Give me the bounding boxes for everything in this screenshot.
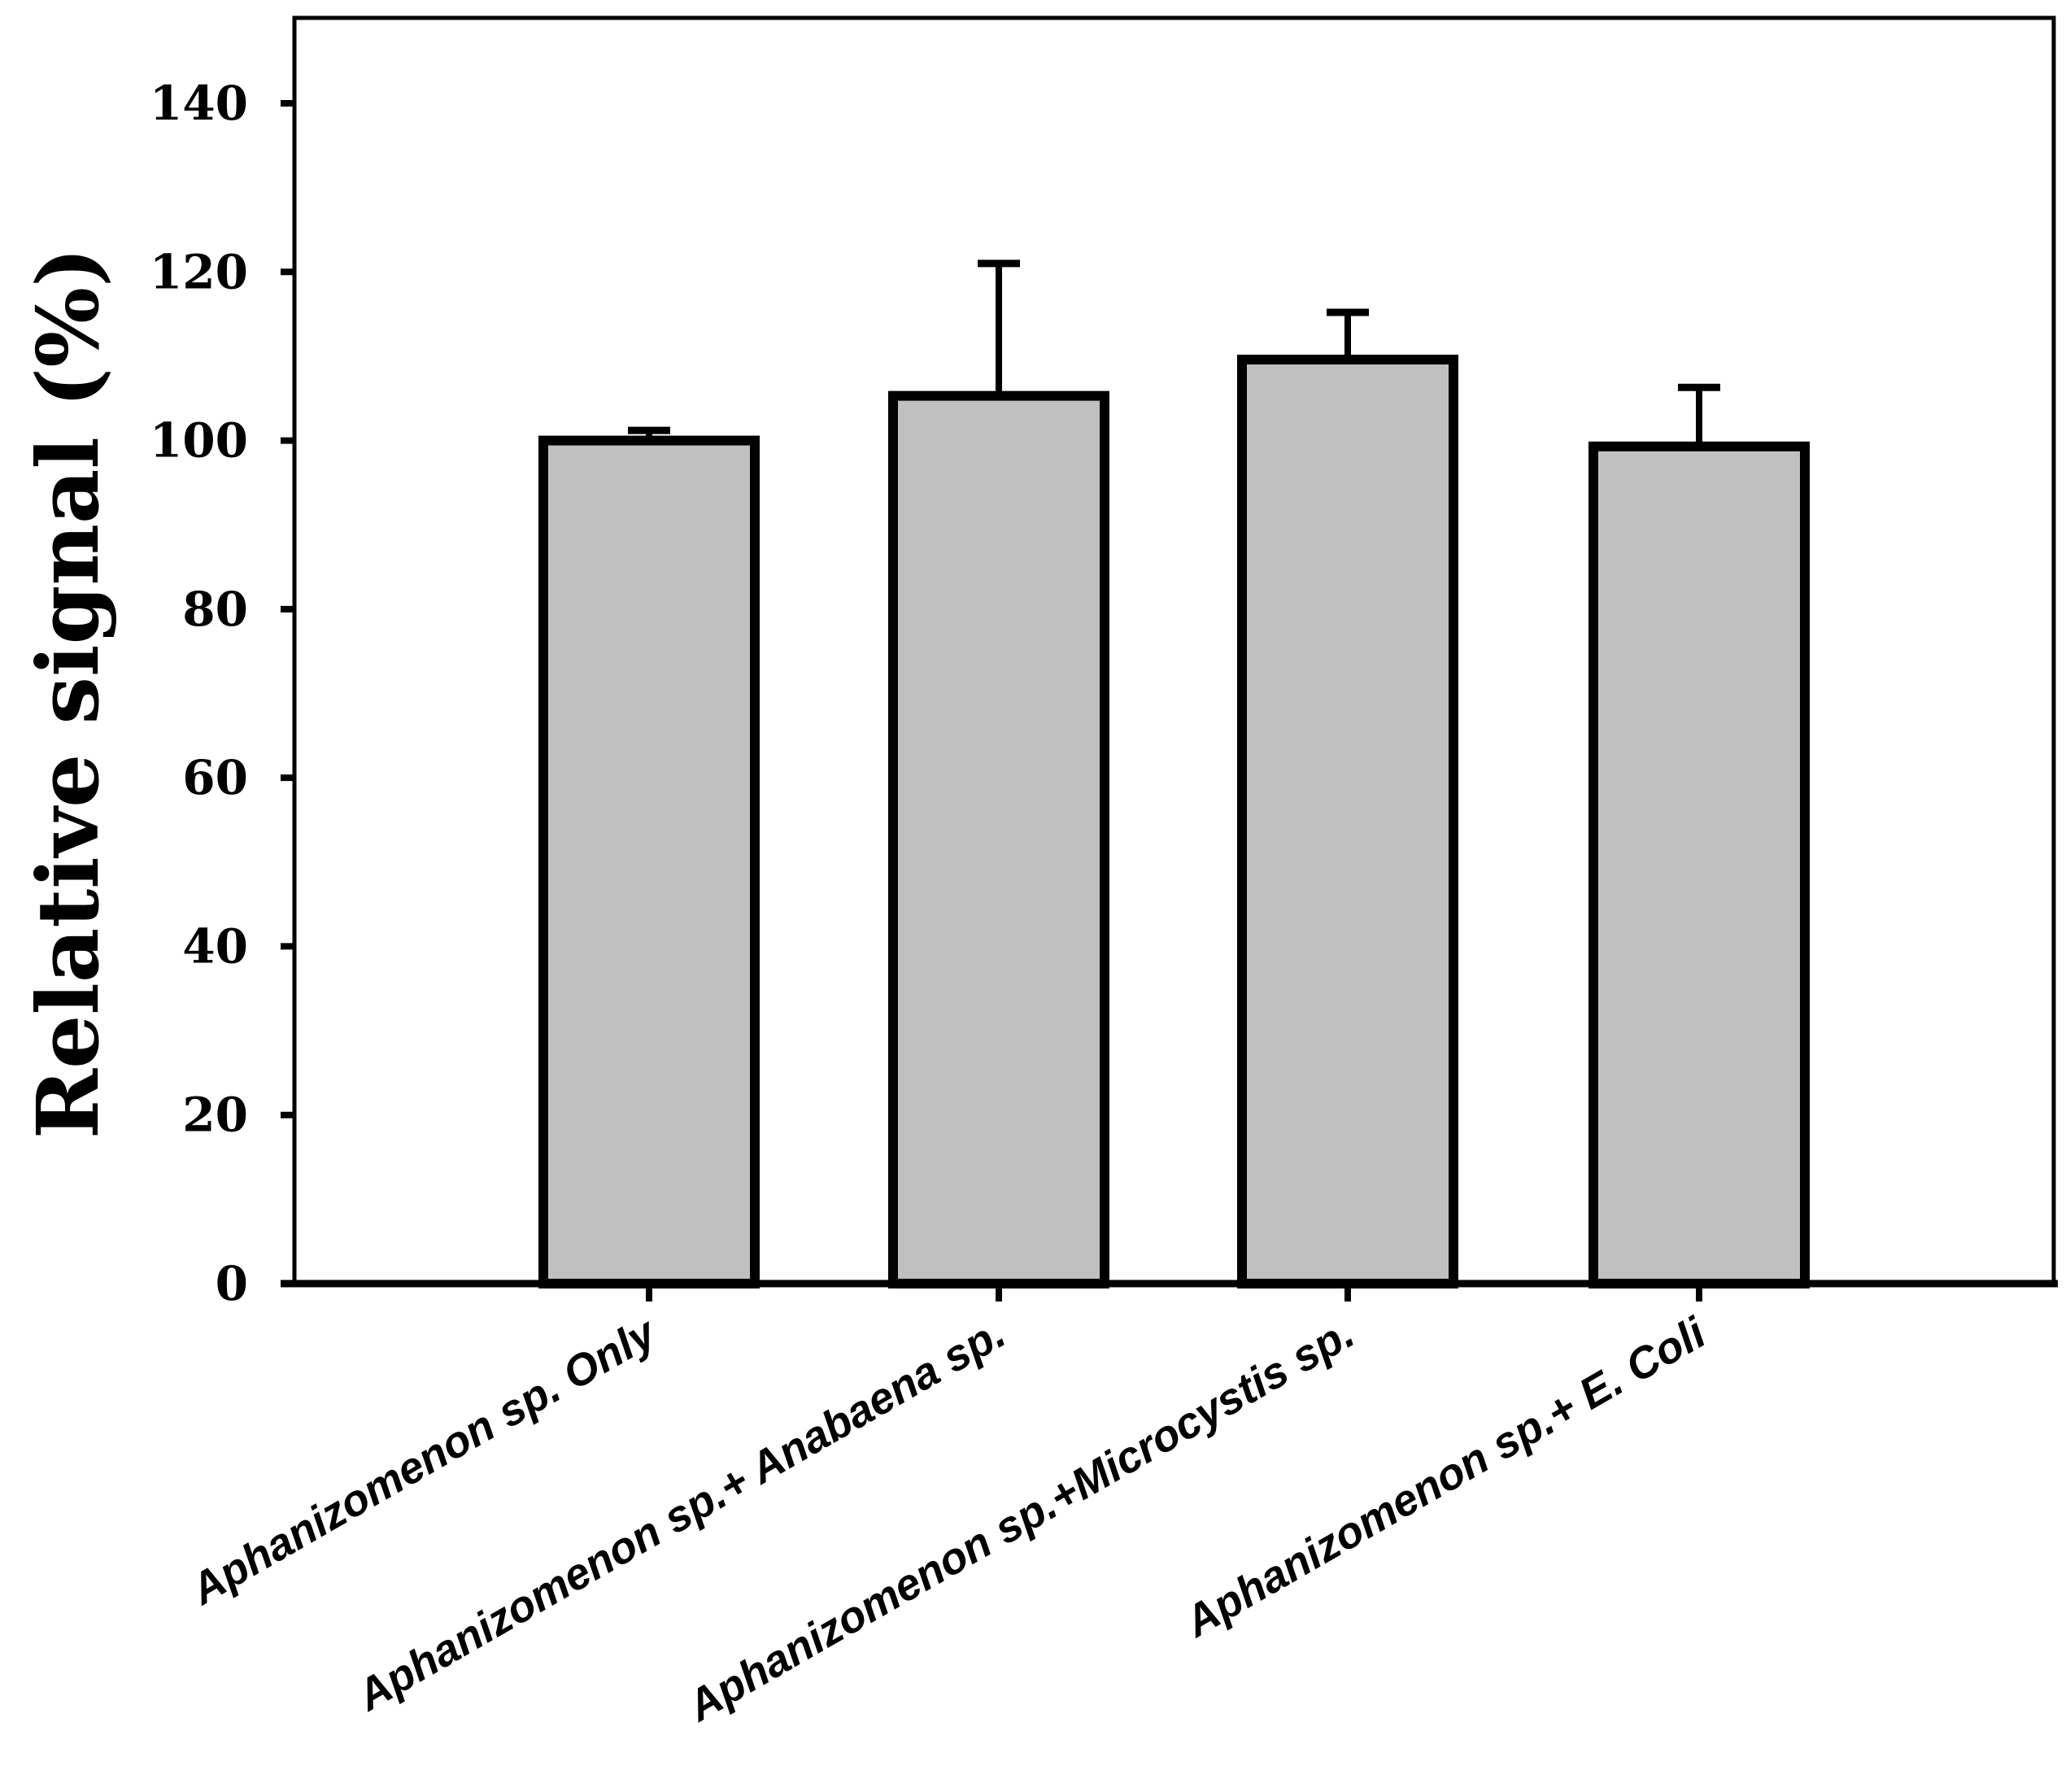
- y-tick-label: 20: [182, 1088, 248, 1143]
- bar: [888, 390, 1109, 1288]
- y-tick-label: 80: [182, 582, 248, 637]
- bar: [1237, 355, 1458, 1288]
- y-tick-label: 0: [216, 1256, 248, 1311]
- y-tick-label: 40: [182, 918, 248, 974]
- y-tick-label: 60: [182, 750, 248, 805]
- axes: [281, 100, 2058, 1301]
- y-tick-label: 140: [150, 76, 248, 131]
- bar: [538, 435, 760, 1288]
- error-bars: [628, 259, 1720, 447]
- y-axis-title: Relative signal (%): [18, 247, 118, 1140]
- bar: [1588, 441, 1810, 1288]
- y-tick-label: 100: [150, 413, 248, 469]
- y-tick-label: 120: [150, 244, 248, 299]
